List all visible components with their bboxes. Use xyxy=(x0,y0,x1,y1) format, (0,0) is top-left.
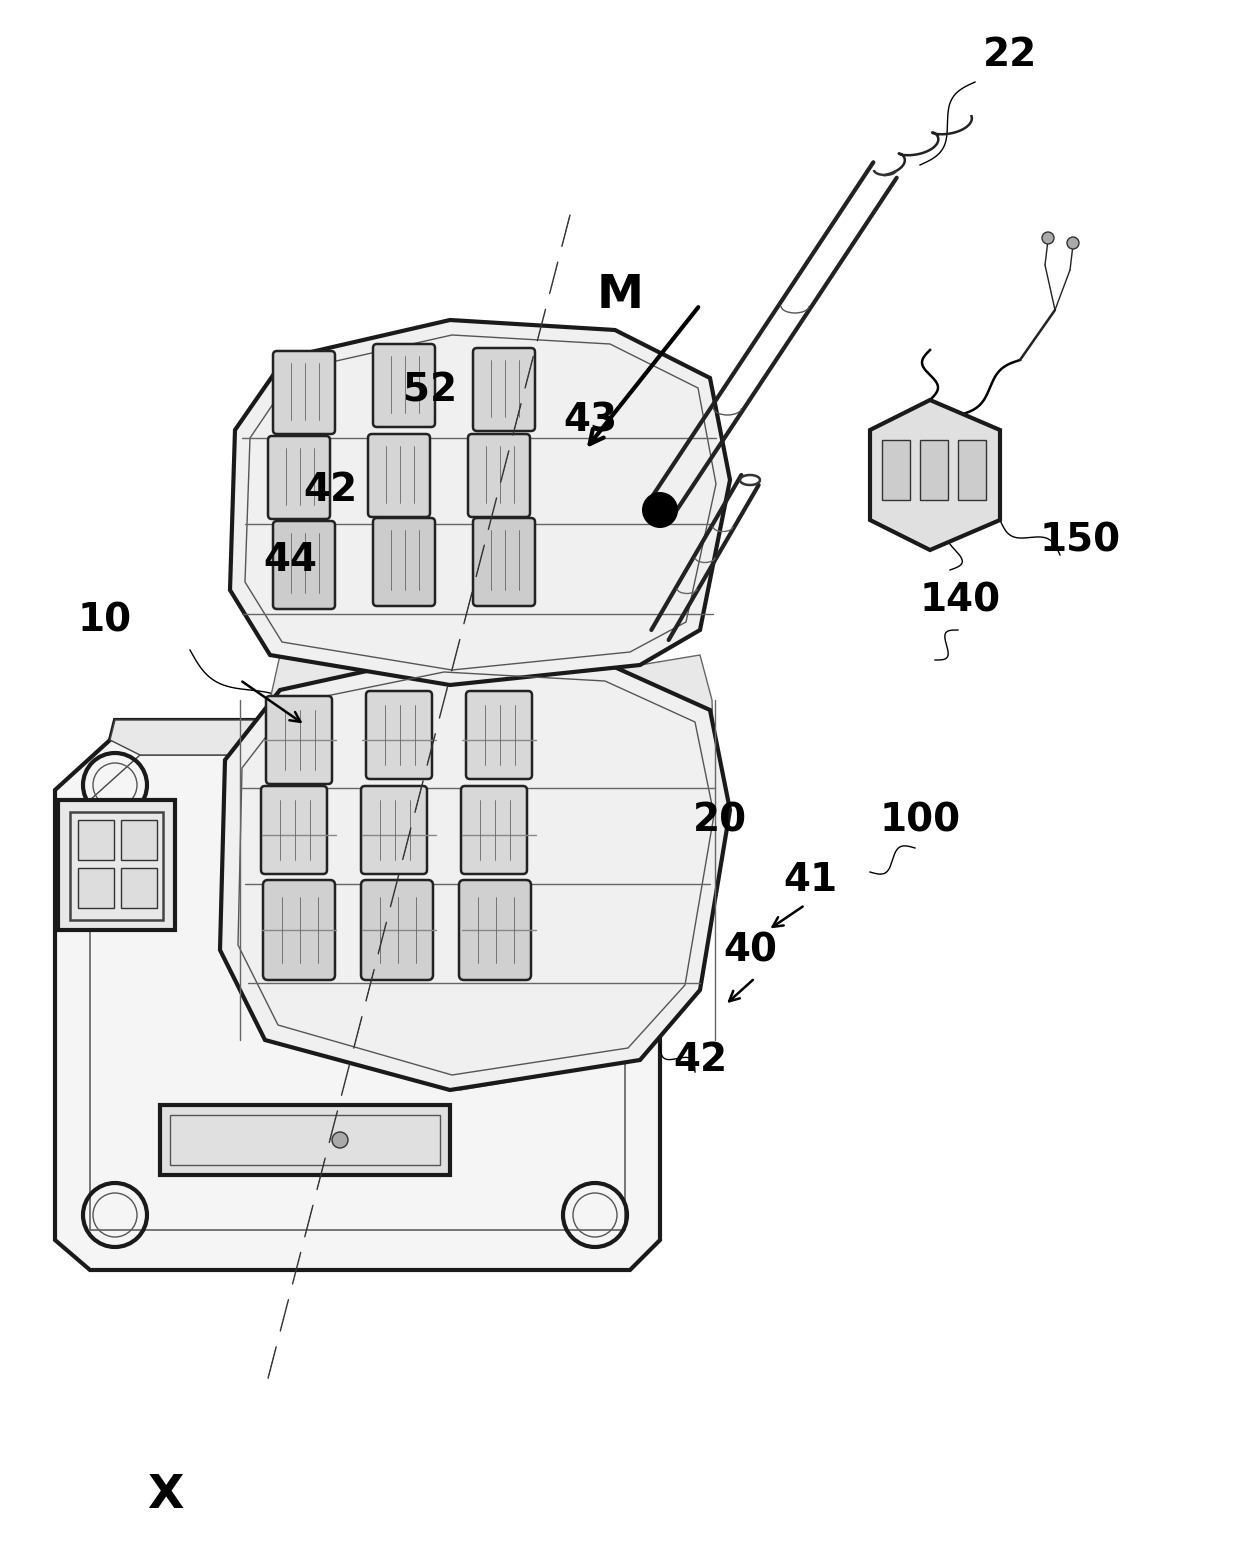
Polygon shape xyxy=(55,720,660,1271)
Bar xyxy=(122,868,157,909)
Circle shape xyxy=(1042,233,1054,244)
Text: 22: 22 xyxy=(983,36,1037,73)
Bar xyxy=(959,440,986,500)
FancyBboxPatch shape xyxy=(267,696,332,784)
Polygon shape xyxy=(160,1105,450,1175)
Bar xyxy=(122,820,157,860)
FancyBboxPatch shape xyxy=(263,880,335,980)
Text: 42: 42 xyxy=(303,471,357,509)
FancyBboxPatch shape xyxy=(268,436,330,518)
Bar xyxy=(882,440,910,500)
Polygon shape xyxy=(58,799,175,930)
Text: 10: 10 xyxy=(78,601,133,638)
Circle shape xyxy=(332,1132,348,1147)
Text: 43: 43 xyxy=(563,401,618,439)
FancyBboxPatch shape xyxy=(260,787,327,874)
FancyBboxPatch shape xyxy=(273,351,335,434)
FancyBboxPatch shape xyxy=(368,434,430,517)
FancyBboxPatch shape xyxy=(461,787,527,874)
Bar xyxy=(78,820,114,860)
Bar xyxy=(920,440,949,500)
Text: X: X xyxy=(146,1472,184,1517)
Text: 150: 150 xyxy=(1039,521,1121,559)
FancyBboxPatch shape xyxy=(373,343,435,428)
Text: 44: 44 xyxy=(263,542,317,579)
FancyBboxPatch shape xyxy=(361,787,427,874)
Polygon shape xyxy=(229,320,730,685)
Text: M: M xyxy=(596,273,644,317)
Text: 100: 100 xyxy=(879,801,961,838)
Circle shape xyxy=(1066,237,1079,250)
Bar xyxy=(78,868,114,909)
FancyBboxPatch shape xyxy=(373,518,435,606)
FancyBboxPatch shape xyxy=(466,692,532,779)
FancyBboxPatch shape xyxy=(459,880,531,980)
Polygon shape xyxy=(265,656,714,1090)
Text: 140: 140 xyxy=(919,581,1001,620)
Text: 52: 52 xyxy=(403,372,458,409)
Text: 40: 40 xyxy=(723,930,777,969)
Polygon shape xyxy=(110,720,660,790)
FancyBboxPatch shape xyxy=(472,518,534,606)
Text: 42: 42 xyxy=(673,1041,727,1079)
Text: 20: 20 xyxy=(693,801,746,838)
Text: 41: 41 xyxy=(782,862,837,899)
FancyBboxPatch shape xyxy=(366,692,432,779)
Polygon shape xyxy=(219,656,730,1090)
FancyBboxPatch shape xyxy=(361,880,433,980)
FancyBboxPatch shape xyxy=(472,348,534,431)
FancyBboxPatch shape xyxy=(467,434,529,517)
Polygon shape xyxy=(870,400,999,549)
Circle shape xyxy=(642,492,678,528)
FancyBboxPatch shape xyxy=(273,521,335,609)
